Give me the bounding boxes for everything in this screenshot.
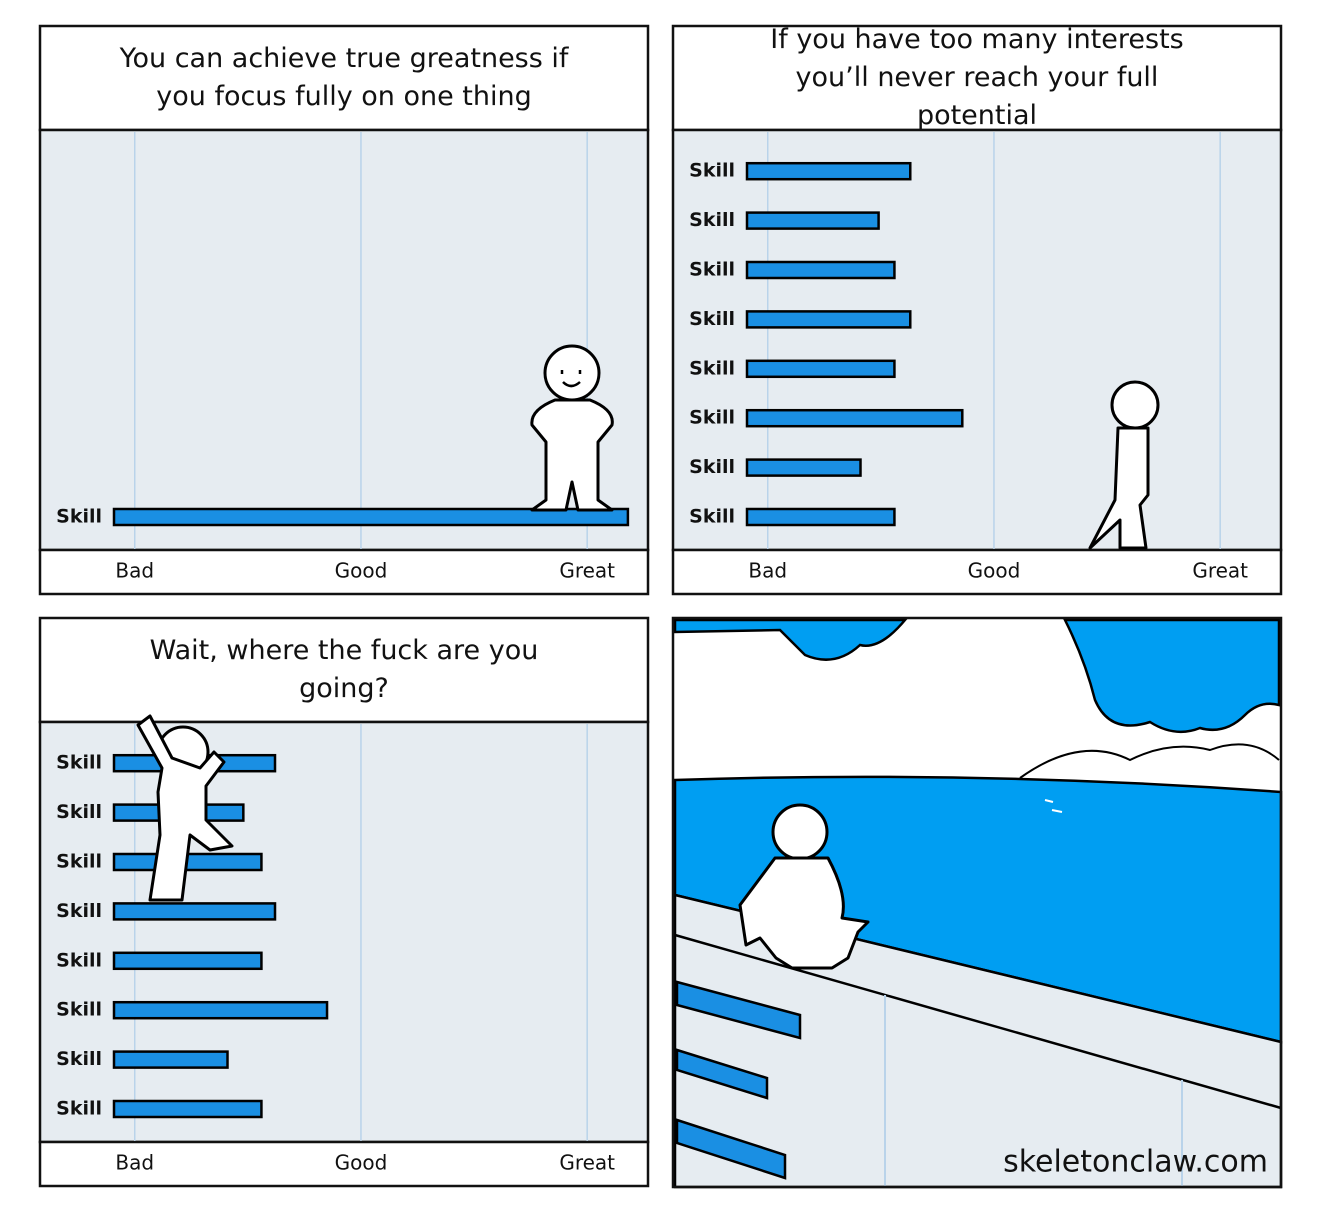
- title-box: [38, 616, 650, 724]
- axis-strip: [671, 548, 1283, 596]
- category-label: Skill: [56, 900, 102, 922]
- x-tick-label: Great: [1192, 559, 1248, 583]
- category-label: Skill: [56, 999, 102, 1021]
- bar: [745, 260, 896, 280]
- panel-title: Wait, where the fuck are you going?: [149, 635, 539, 704]
- bar: [745, 211, 880, 230]
- charts: Bad Good Great Skill Bad Good Great Skill Skill S…: [38, 24, 1283, 1188]
- category-label: Skill: [56, 851, 102, 873]
- x-tick-label: Good: [335, 1151, 388, 1175]
- bar: [112, 951, 263, 971]
- panel-title: If you have too many interests you’ll ne…: [770, 24, 1184, 131]
- category-label: Skill: [56, 1098, 102, 1120]
- x-tick-label: Bad: [115, 1151, 154, 1175]
- bar: [745, 310, 912, 329]
- category-label: Skill: [689, 160, 735, 182]
- category-label: Skill: [56, 752, 102, 774]
- x-tick-label: Good: [968, 559, 1021, 583]
- category-label: Skill: [689, 209, 735, 231]
- bar: [745, 408, 964, 428]
- category-label: Skill: [689, 357, 735, 379]
- panel-border: [671, 616, 1283, 1189]
- axis-strip: [38, 548, 650, 596]
- scene: [673, 618, 1283, 1189]
- bar: [112, 902, 277, 921]
- bar: [745, 458, 862, 477]
- bar: [112, 507, 630, 527]
- x-tick-label: Bad: [115, 559, 154, 583]
- bar: [745, 161, 912, 181]
- bar: [112, 1000, 329, 1020]
- axis-strip: [38, 1140, 650, 1188]
- bar: [112, 1099, 263, 1119]
- category-label: Skill: [689, 456, 735, 478]
- bar: [112, 1050, 229, 1069]
- category-label: Skill: [689, 506, 735, 528]
- plot-area: [38, 720, 650, 1144]
- plot-area: [671, 128, 1283, 552]
- category-label: Skill: [689, 308, 735, 330]
- category-label: Skill: [56, 506, 102, 528]
- bar: [745, 359, 896, 379]
- category-label: Skill: [56, 1048, 102, 1070]
- panel-title: You can achieve true greatness if you fo…: [119, 43, 569, 112]
- category-label: Skill: [689, 259, 735, 281]
- x-tick-label: Bad: [748, 559, 787, 583]
- title-box: [671, 24, 1283, 132]
- x-tick-label: Great: [559, 1151, 615, 1175]
- bar: [745, 507, 896, 527]
- category-label: Skill: [56, 949, 102, 971]
- credit: skeletonclaw.com: [1003, 1145, 1268, 1180]
- x-tick-label: Great: [559, 559, 615, 583]
- x-tick-label: Good: [335, 559, 388, 583]
- title-box: [38, 24, 650, 132]
- category-label: Skill: [56, 801, 102, 823]
- figures: [136, 344, 1160, 902]
- category-label: Skill: [689, 407, 735, 429]
